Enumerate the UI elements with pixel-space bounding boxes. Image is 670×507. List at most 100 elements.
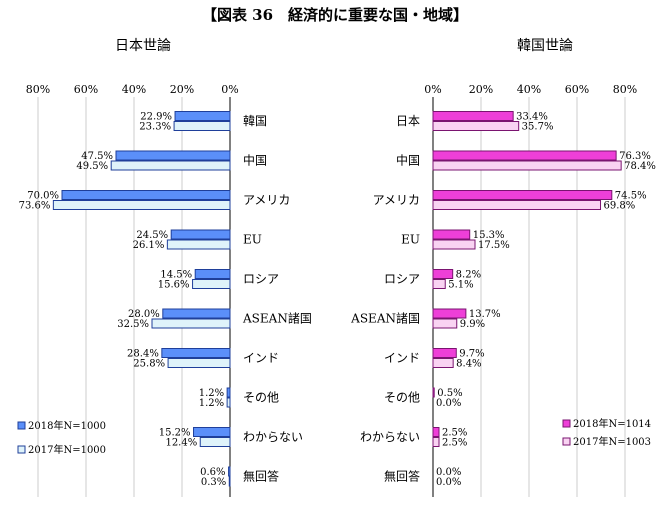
bar-2017 [192,279,231,289]
category-label: 韓国 [243,114,267,128]
data-label: 28.4% [127,349,159,360]
bar-2017 [167,358,231,368]
data-label: 2.5% [442,428,467,439]
japan-legend-label-2017: 2017年N=1000 [28,443,106,456]
bar-2017 [432,437,440,447]
data-label: 8.2% [456,270,481,281]
japan-data-labels: 22.9%23.3% 47.5%49.5% 70.0%73.6% 24.5%26.1%… [19,112,227,489]
data-label: 28.0% [128,309,160,320]
data-label: 76.3% [619,151,651,162]
data-label: 9.7% [459,349,484,360]
data-label: 69.8% [604,201,636,212]
bar-2018 [432,150,617,161]
korea-legend-swatch-2018 [562,419,571,428]
bar-2018 [174,111,231,121]
bar-2018 [115,150,231,161]
category-label: その他 [384,391,420,405]
category-label: わからない [243,430,303,444]
category-label: アメリカ [243,193,290,207]
x-tick-label: 20% [469,83,493,96]
data-label: 0.6% [200,467,225,478]
bar-2018 [432,269,454,279]
bar-2018 [228,466,231,477]
data-label: 9.9% [460,319,485,330]
category-label: EU [243,233,262,247]
bar-2017 [432,318,458,329]
x-tick-label: 0% [221,83,238,96]
data-label: 13.7% [469,309,501,320]
data-label: 0.0% [436,467,461,478]
japan-legend-swatch-2017 [17,445,26,454]
category-label: わからない [360,430,420,444]
data-label: 26.1% [133,240,165,251]
bar-2017 [151,318,231,329]
data-label: 24.5% [136,230,168,241]
bar-2017 [52,200,231,210]
x-tick-label: 40% [122,83,146,96]
data-label: 0.0% [436,477,461,488]
japan-legend-label-2018: 2018年N=1000 [28,419,106,432]
bar-2018 [432,427,440,437]
data-label: 47.5% [81,151,113,162]
x-tick-label: 20% [170,83,194,96]
data-label: 15.6% [158,280,190,291]
data-label: 2.5% [442,438,467,449]
category-label: アメリカ [373,193,420,207]
category-label: 日本 [396,114,420,128]
category-label: 無回答 [384,469,420,484]
bar-2017 [166,239,231,250]
data-label: 25.8% [133,359,165,370]
data-label: 23.3% [139,122,171,133]
category-label: その他 [243,391,279,405]
category-label: 中国 [396,153,420,168]
bar-2018 [162,308,231,319]
data-label: 33.4% [516,112,548,123]
data-label: 12.4% [165,438,197,449]
data-label: 32.5% [117,319,149,330]
bar-2017 [432,279,446,289]
korea-data-labels: 33.4%35.7% 76.3%78.4% 74.5%69.8% 15.3%17.5%… [436,112,656,489]
bar-2018 [432,190,613,200]
bar-2018 [226,387,231,398]
korea-bars [432,111,622,447]
bar-2018 [432,229,471,240]
x-tick-label: 60% [74,83,98,96]
data-label: 14.5% [160,270,192,281]
category-label: ASEAN諸国 [242,311,312,326]
data-label: 49.5% [76,161,108,172]
korea-legend-label-2018: 2018年N=1014 [573,417,651,430]
data-label: 73.6% [19,201,51,212]
korea-legend: 2018年N=1014 2017年N=1003 [562,417,651,448]
data-label: 74.5% [615,191,647,202]
x-tick-label: 80% [26,83,50,96]
korea-panel-title: 韓国世論 [517,38,573,54]
bar-2018 [194,269,231,279]
data-label: 17.5% [478,240,510,251]
data-label: 15.2% [159,428,191,439]
korea-legend-label-2017: 2017年N=1003 [573,435,651,448]
data-label: 15.3% [473,230,505,241]
x-tick-label: 60% [565,83,589,96]
category-label: ロシア [384,272,420,286]
data-label: 22.9% [140,112,172,123]
bar-2017 [432,121,520,131]
bar-2017 [226,397,231,408]
data-label: 35.7% [522,122,554,133]
bar-2017 [199,437,231,447]
japan-bars [52,111,231,487]
category-label: インド [243,351,279,365]
data-label: 78.4% [624,161,656,172]
bar-2017 [173,121,231,131]
bar-2018 [432,348,457,358]
data-label: 0.3% [201,477,226,488]
data-label: 0.5% [437,388,462,399]
bar-2018 [170,229,231,240]
japan-legend-swatch-2018 [17,421,26,430]
bar-2018 [161,348,231,358]
bar-2018 [432,111,514,121]
category-label: 中国 [243,153,267,168]
bar-2017 [432,160,622,171]
